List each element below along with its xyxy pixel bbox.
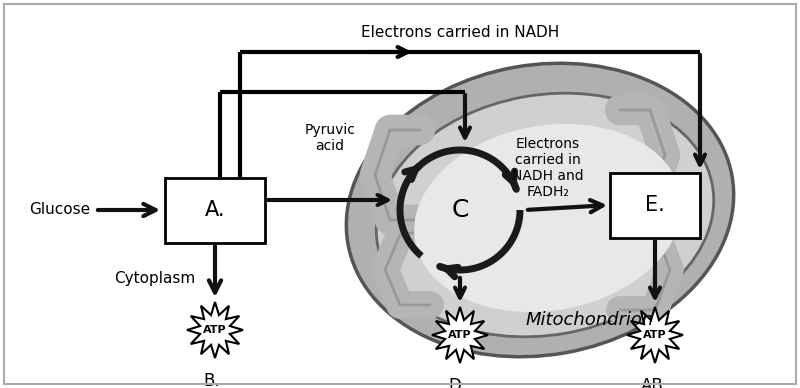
Text: Mitochondrion: Mitochondrion (526, 311, 654, 329)
Ellipse shape (414, 124, 682, 312)
Text: E.: E. (645, 195, 665, 215)
Text: AB.: AB. (641, 377, 669, 388)
Ellipse shape (346, 63, 734, 357)
Text: Glucose: Glucose (30, 203, 90, 218)
Ellipse shape (376, 93, 714, 337)
Text: C: C (451, 198, 469, 222)
Polygon shape (627, 307, 683, 363)
Text: Electrons carried in NADH: Electrons carried in NADH (361, 25, 559, 40)
Bar (610, 173, 700, 237)
Text: ATP: ATP (448, 330, 472, 340)
Polygon shape (432, 307, 488, 363)
Text: B.: B. (204, 372, 220, 388)
Polygon shape (187, 302, 243, 358)
Text: D.: D. (448, 377, 466, 388)
Text: Pyruvic
acid: Pyruvic acid (305, 123, 355, 153)
Text: Electrons
carried in
NADH and
FADH₂: Electrons carried in NADH and FADH₂ (512, 137, 584, 199)
Text: ATP: ATP (643, 330, 667, 340)
Bar (165, 177, 265, 242)
Text: ATP: ATP (203, 325, 227, 335)
Text: A.: A. (205, 200, 226, 220)
Text: Cytoplasm: Cytoplasm (114, 270, 196, 286)
